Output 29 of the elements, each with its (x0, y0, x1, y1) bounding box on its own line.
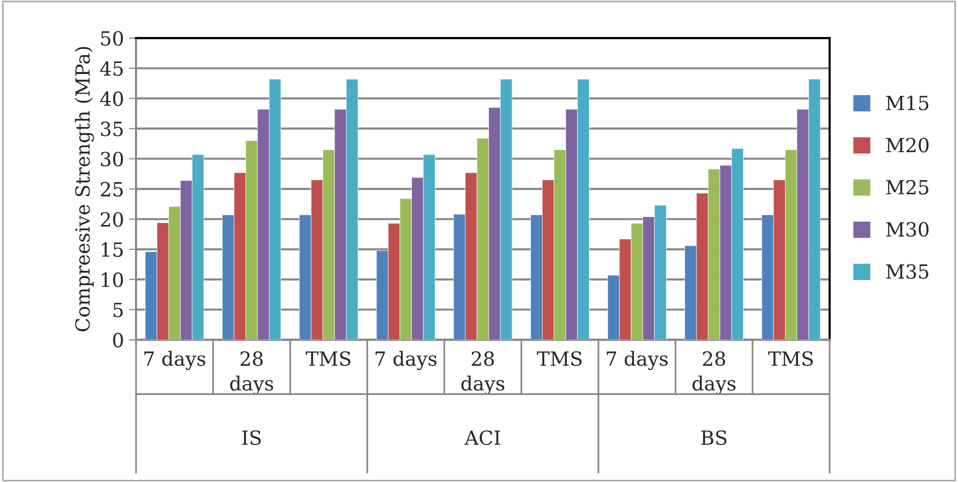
x-tick-label: 7 days (376, 350, 437, 370)
y-tick-label: 30 (100, 152, 123, 166)
text: IS (242, 430, 261, 446)
y-tick-label: 25 (100, 182, 123, 197)
legend-label: M25 (886, 180, 928, 195)
x-tick-label: 28 days (461, 351, 504, 395)
y-tick-label: 15 (102, 242, 123, 257)
y-tick-label: 40 (100, 91, 123, 106)
x-tick-label: TMS (768, 351, 813, 366)
y-tick-label: 10 (102, 272, 123, 288)
x-tick-label: 7 days (144, 350, 206, 370)
text: BS (701, 430, 726, 446)
legend-label: M30 (886, 222, 929, 237)
x-tick-label: 28 days (692, 351, 736, 395)
y-tick-label: 20 (100, 212, 123, 227)
legend-label: M15 (886, 96, 928, 110)
x-tick-label: 7 days (606, 350, 668, 370)
y-tick-label: 45 (100, 61, 123, 76)
y-tick-label: 0 (113, 332, 123, 348)
legend-label: M20 (886, 138, 929, 152)
text: ACI (464, 430, 500, 446)
x-tick-label: TMS (306, 351, 350, 366)
y-tick-label: 5 (114, 302, 123, 318)
x-tick-label: 28 days (230, 351, 274, 395)
y-tick-label: 35 (100, 122, 123, 136)
y-tick-label: 50 (101, 31, 123, 46)
y-axis-title: Compreesive Strength (MPa) (74, 47, 94, 332)
x-tick-label: TMS (536, 351, 582, 366)
legend-label: M35 (886, 264, 928, 279)
